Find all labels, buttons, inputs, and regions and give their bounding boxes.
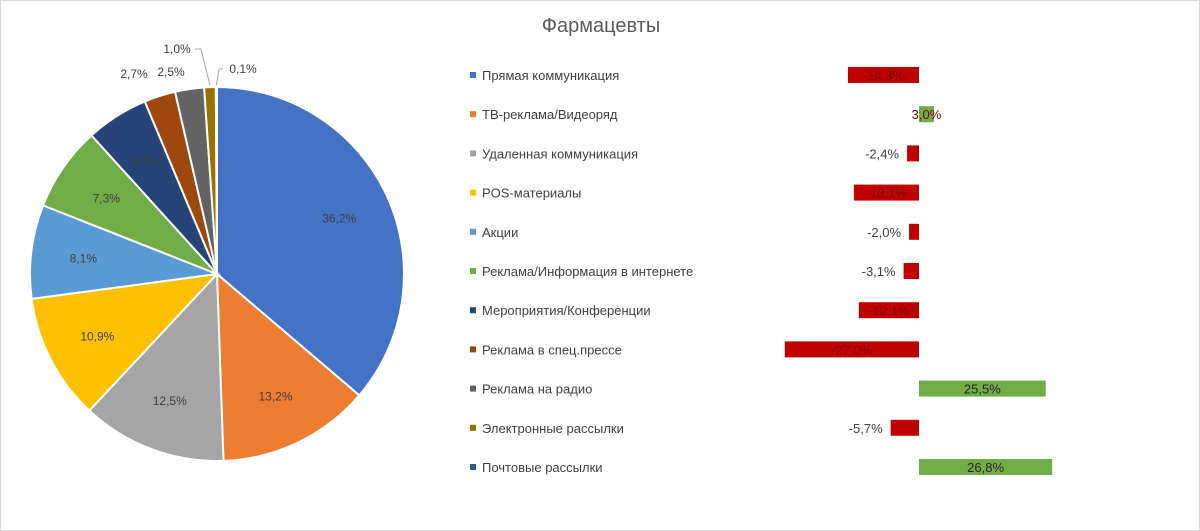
legend-marker — [470, 424, 476, 431]
legend-label: Реклама на радио — [482, 382, 592, 397]
legend-label: Реклама/Информация в интернете — [482, 264, 693, 279]
pie-slice — [29, 204, 221, 301]
legend-label: Акции — [482, 225, 518, 240]
legend-marker — [470, 189, 476, 196]
pie-data-label: 10,9% — [80, 330, 114, 344]
pie-leader-line — [215, 68, 223, 86]
legend-label: ТВ-реклама/Видеоряд — [482, 107, 618, 122]
legend-marker — [470, 346, 476, 353]
pie-data-label: 2,5% — [157, 65, 185, 79]
pie-data-label: 5,4% — [131, 154, 159, 168]
legend-label: Реклама в спец.прессе — [482, 342, 622, 357]
pie-data-label: 1,0% — [163, 42, 191, 56]
bar — [919, 106, 934, 123]
bar — [909, 223, 919, 240]
bar-data-label: -2,0% — [867, 225, 901, 240]
legend-marker — [470, 150, 476, 157]
legend-marker — [470, 385, 476, 392]
pie-data-label: 36,2% — [322, 212, 356, 226]
bar-data-label: -14,3% — [863, 68, 905, 83]
legend-marker — [470, 72, 476, 78]
bar — [919, 380, 1046, 397]
legend-marker — [470, 307, 476, 314]
bar — [890, 419, 919, 436]
legend-label: POS-материалы — [482, 186, 581, 201]
legend-label: Прямая коммуникация — [482, 68, 619, 83]
pie-data-label: 13,2% — [259, 389, 293, 403]
bar-data-label: -27,0% — [831, 342, 873, 357]
bar — [853, 184, 919, 201]
pie-data-label: 8,1% — [70, 252, 98, 266]
bar-data-label: -12,1% — [868, 303, 910, 318]
legend-label: Электронные рассылки — [482, 421, 624, 436]
bar-data-label: -5,7% — [849, 421, 883, 436]
bar-data-label: 25,5% — [964, 382, 1001, 397]
pie-data-label: 0,1% — [229, 62, 257, 76]
bar-data-label: 26,8% — [967, 460, 1004, 475]
pie-slice — [216, 85, 405, 397]
bar-data-label: -2,4% — [865, 146, 899, 161]
pie-data-label: 12,5% — [153, 394, 187, 408]
pie-slice — [214, 85, 218, 275]
chart-title: Фармацевты — [541, 15, 661, 37]
legend-marker — [470, 464, 476, 470]
bar — [858, 302, 919, 319]
bar — [919, 459, 1053, 475]
legend-label: Мероприятия/Конференции — [482, 303, 651, 318]
pie-slice — [215, 271, 361, 462]
bar — [784, 341, 919, 358]
bar-data-label: 3,0% — [912, 107, 942, 122]
legend-label: Почтовые рассылки — [482, 460, 603, 475]
pie-leader-line — [195, 48, 211, 86]
legend-marker — [470, 268, 476, 274]
bar — [847, 67, 919, 83]
bar — [907, 145, 919, 162]
legend-marker — [470, 111, 476, 118]
legend-marker — [470, 228, 476, 235]
bar — [903, 263, 919, 279]
pie-slice — [30, 272, 220, 413]
bar-data-label: -13,1% — [866, 186, 908, 201]
pie-slice — [87, 271, 225, 462]
pie-data-label: 7,3% — [93, 191, 121, 205]
pie-data-label: 2,7% — [120, 67, 148, 81]
legend-label: Удаленная коммуникация — [482, 146, 638, 161]
bar-data-label: -3,1% — [862, 264, 896, 279]
